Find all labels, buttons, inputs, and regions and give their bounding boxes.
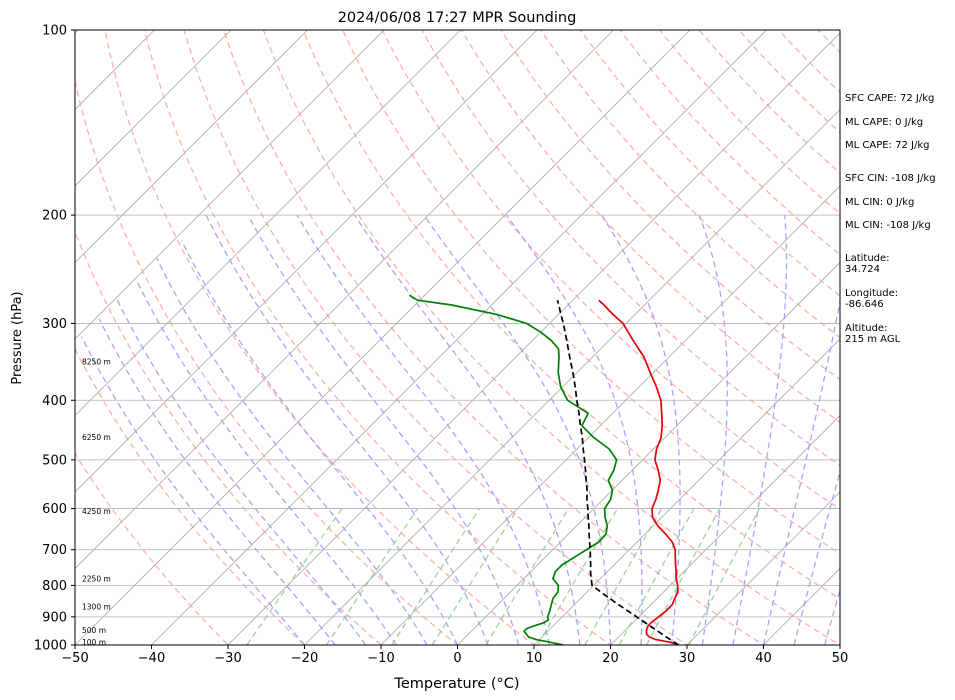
moist-adiabat-line — [698, 214, 728, 645]
y-tick-label: 900 — [42, 610, 67, 625]
x-tick-label: −30 — [214, 651, 241, 666]
dry-adiabat-line — [262, 30, 840, 645]
mixing-ratio-line — [646, 508, 721, 645]
dewpoint-profile-line — [408, 294, 618, 645]
ml-cape-text: ML CAPE: 0 J/kg — [845, 117, 924, 128]
height-label: 6250 m — [82, 433, 111, 442]
isotherm-line — [227, 32, 840, 645]
isotherm-line — [75, 30, 232, 187]
isotherm-line — [380, 185, 840, 645]
y-tick-label: 500 — [42, 453, 67, 468]
moist-adiabat-line — [601, 214, 681, 645]
isotherm-line — [75, 30, 461, 417]
x-tick-label: −20 — [291, 651, 318, 666]
y-tick-label: 100 — [42, 24, 67, 39]
isotherm-line — [151, 30, 767, 645]
y-tick-label: 1000 — [34, 639, 67, 654]
ml-cin-text-2: ML CIN: -108 J/kg — [845, 220, 931, 231]
dry-adiabat-line — [104, 30, 536, 645]
altitude-value: 215 m AGL — [845, 334, 901, 345]
x-tick-label: 30 — [679, 651, 696, 666]
dry-adiabat-line — [75, 347, 306, 645]
dry-adiabat-line — [342, 30, 840, 555]
isotherm-line — [75, 30, 538, 493]
longitude-label: Longitude: — [845, 288, 899, 299]
isotherm-line — [533, 338, 840, 645]
y-axis-label: Pressure (hPa) — [10, 291, 25, 384]
isotherm-line — [610, 414, 840, 645]
mixing-ratio-line — [618, 508, 695, 645]
mixing-ratio-line — [688, 508, 760, 645]
mixing-ratio-line — [537, 508, 619, 645]
y-tick-label: 700 — [42, 543, 67, 558]
moist-adiabat-line — [205, 214, 489, 645]
y-tick-label: 300 — [42, 317, 67, 332]
ml-cin-text: ML CIN: 0 J/kg — [845, 197, 915, 208]
x-axis-label: Temperature (°C) — [393, 676, 519, 692]
x-axis-ticks: −50 −40 −30 −20 −10 0 10 20 30 40 50 — [61, 645, 848, 666]
y-tick-label: 200 — [42, 209, 67, 224]
height-label: 500 m — [82, 626, 106, 635]
parcel-profile-line — [556, 299, 680, 645]
longitude-value: -86.646 — [845, 299, 884, 310]
moist-adiabat-line — [505, 214, 643, 645]
height-label: 1300 m — [82, 603, 111, 612]
moist-adiabat-line — [98, 318, 336, 645]
moist-adiabat-line — [135, 279, 397, 645]
pressure-gridlines — [75, 214, 840, 618]
latitude-label: Latitude: — [845, 253, 890, 264]
dry-adiabat-line — [75, 452, 229, 645]
chart-title: 2024/06/08 17:27 MPR Sounding — [338, 10, 577, 26]
height-labels: 100 m 500 m 1300 m 2250 m 4250 m 6250 m 8250 m — [82, 358, 111, 647]
moist-adiabat-line — [156, 257, 428, 645]
moist-adiabat-line — [181, 240, 459, 645]
dry-adiabat-line — [381, 30, 840, 510]
dry-adiabat-line — [75, 229, 382, 645]
dry-adiabat-line — [500, 30, 840, 381]
sfc-cin-text: SFC CIN: -108 J/kg — [845, 173, 936, 184]
ml-cape-text-2: ML CAPE: 72 J/kg — [845, 140, 930, 151]
mixing-ratio-line — [485, 508, 570, 645]
y-tick-label: 600 — [42, 502, 67, 517]
sounding-profiles — [408, 294, 680, 645]
height-label: 4250 m — [82, 507, 111, 516]
height-label: 100 m — [82, 638, 106, 647]
dry-adiabat-line — [183, 30, 689, 645]
sfc-cape-text: SFC CAPE: 72 J/kg — [845, 93, 935, 104]
isotherm-line — [686, 491, 840, 645]
x-tick-label: 20 — [602, 651, 619, 666]
dry-adiabat-line — [302, 30, 840, 600]
mixing-ratio-line — [584, 508, 663, 645]
isotherm-line — [75, 30, 308, 264]
x-tick-label: −50 — [61, 651, 88, 666]
dry-adiabat-line — [223, 30, 765, 645]
temperature-profile-line — [598, 299, 679, 645]
y-tick-label: 400 — [42, 394, 67, 409]
y-tick-label: 800 — [42, 579, 67, 594]
x-tick-label: 10 — [526, 651, 543, 666]
x-tick-label: 50 — [832, 651, 849, 666]
y-axis-ticks: 100 200 300 400 500 600 700 800 900 1000 — [34, 24, 75, 654]
x-tick-label: 0 — [453, 651, 461, 666]
x-tick-label: −40 — [138, 651, 165, 666]
altitude-label: Altitude: — [845, 323, 888, 334]
isotherm-line — [75, 30, 691, 645]
moist-adiabat-line — [80, 336, 305, 645]
isotherm-line — [75, 30, 385, 340]
moist-adiabat-line — [762, 297, 840, 645]
dry-adiabat-line — [143, 30, 612, 645]
isotherm-line — [75, 30, 614, 570]
x-tick-label: −10 — [367, 651, 394, 666]
moist-adiabat-line — [423, 214, 612, 645]
height-label: 8250 m — [82, 358, 111, 367]
x-tick-label: 40 — [755, 651, 772, 666]
dry-adiabat-line — [460, 30, 840, 424]
moist-adiabat-line — [116, 299, 367, 645]
dry-adiabat-line — [421, 30, 840, 467]
isotherm-line — [304, 108, 840, 645]
latitude-value: 34.724 — [845, 264, 880, 275]
height-label: 2250 m — [82, 575, 111, 584]
